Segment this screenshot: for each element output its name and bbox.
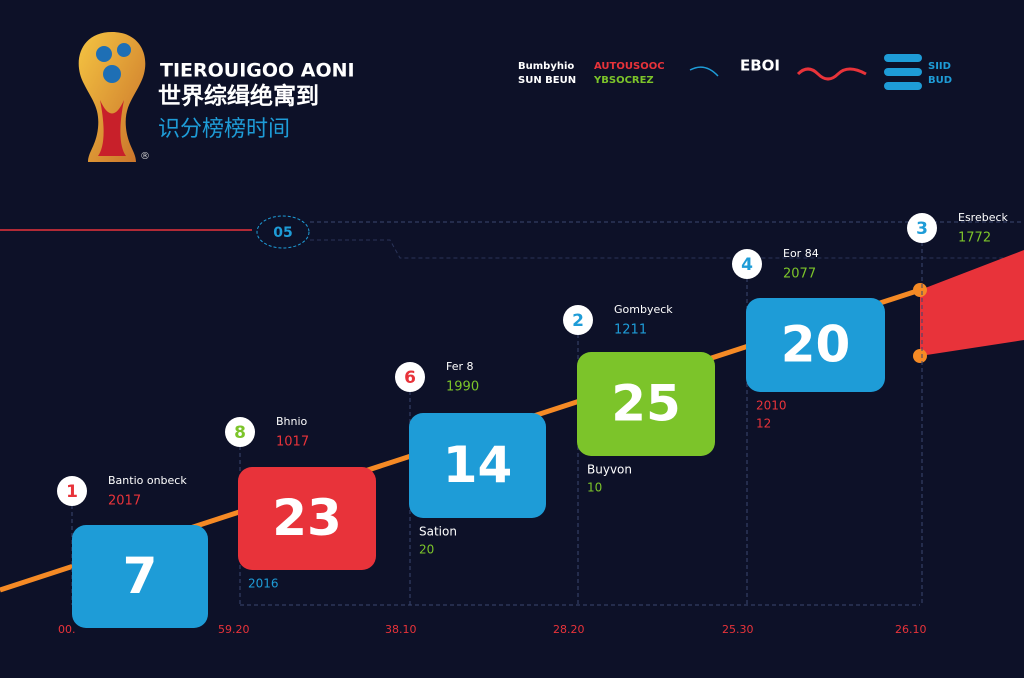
legend-icon	[884, 54, 922, 90]
value-box	[72, 525, 208, 628]
value-box	[238, 467, 376, 570]
step-label: Eor 84	[783, 247, 819, 260]
steps: Bumbyhio SUN BEUN AUTOUSOOC YBSOCREZ EBOI SII…	[57, 57, 1009, 636]
below-value: 12	[756, 417, 771, 431]
below-value: 2016	[248, 577, 279, 591]
marker: 05	[273, 225, 292, 241]
step-label: Bhnio	[276, 415, 308, 428]
axis-label: 59.20	[218, 623, 250, 636]
badge	[395, 362, 425, 392]
value-box	[746, 298, 885, 392]
badge	[907, 213, 937, 243]
legend-icon	[796, 67, 867, 81]
badge-number: 4	[741, 255, 753, 275]
step-label: Fer 8	[446, 360, 474, 373]
badge-number: 6	[404, 368, 416, 388]
legend-icon	[689, 66, 719, 77]
badge-number: 2	[572, 311, 584, 331]
step-year: 1211	[614, 323, 647, 338]
value-box	[577, 352, 715, 456]
logo-mark: ®	[140, 151, 150, 162]
legend-text: BUD	[928, 75, 952, 86]
subtitle: 世界综缉绝寓到	[158, 83, 319, 110]
badge	[225, 417, 255, 447]
step-label: Bantio onbeck	[108, 474, 187, 487]
badge-number: 1	[66, 482, 78, 502]
axis-label: 26.10	[895, 623, 927, 636]
step-year: 1017	[276, 435, 309, 450]
below-label: Sation	[419, 525, 457, 539]
below-value: 20	[419, 543, 434, 557]
axis-label: 25.30	[722, 623, 754, 636]
trend-dot	[913, 349, 927, 363]
badge-number: 3	[916, 219, 928, 239]
below-value: 10	[587, 481, 602, 495]
value: 25	[611, 375, 681, 433]
step-year: 1772	[958, 231, 991, 246]
title: TIEROUIGOO AONI	[160, 60, 355, 82]
tagline: 识分榜榜时间	[158, 117, 290, 142]
value: 7	[123, 547, 158, 605]
axis-label: 00.	[58, 623, 76, 636]
below-label: Buyvon	[587, 463, 632, 477]
step-year: 2077	[783, 267, 816, 282]
legend-text: SIID	[928, 61, 951, 72]
value: 20	[781, 316, 851, 374]
badge-number: 8	[234, 423, 246, 443]
value-box	[409, 413, 546, 518]
badge	[563, 305, 593, 335]
legend-text: EBOI	[740, 57, 780, 75]
badge	[57, 476, 87, 506]
step-label: Esrebeck	[958, 211, 1009, 224]
value: 23	[272, 489, 342, 547]
axis-label: 28.20	[553, 623, 585, 636]
arrow-band	[920, 250, 1024, 356]
below-label: 2010	[756, 399, 787, 413]
step-year: 2017	[108, 494, 141, 509]
legend-text: YBSOCREZ	[593, 75, 654, 86]
value: 14	[443, 436, 513, 494]
step-year: 1990	[446, 380, 479, 395]
logo: ®	[78, 32, 150, 162]
legend-text: SUN BEUN	[518, 75, 576, 86]
trend-dot	[913, 283, 927, 297]
badge	[732, 249, 762, 279]
step-label: Gombyeck	[614, 303, 673, 316]
axis-label: 38.10	[385, 623, 417, 636]
legend-text: AUTOUSOOC	[594, 61, 665, 72]
marker-ring	[256, 215, 310, 249]
legend-text: Bumbyhio	[518, 61, 574, 72]
